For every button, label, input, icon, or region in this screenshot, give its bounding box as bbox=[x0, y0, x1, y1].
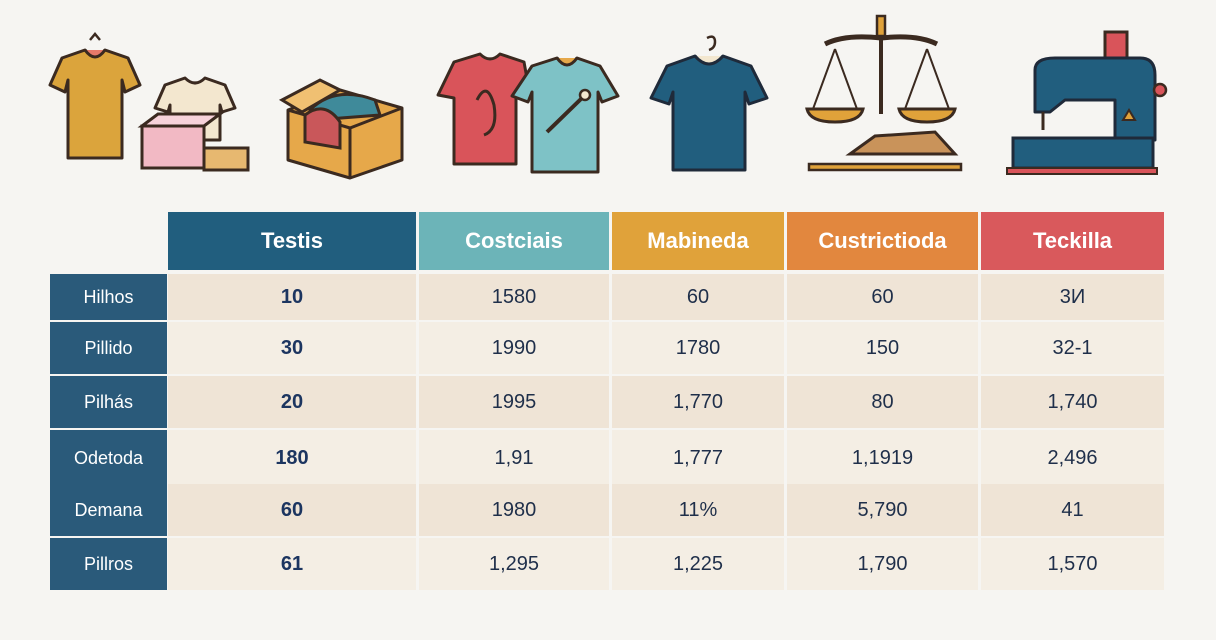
table-cell: 1,91 bbox=[419, 430, 609, 486]
table-cell: 2,496 bbox=[981, 430, 1164, 486]
table-cell: 1,225 bbox=[612, 538, 784, 590]
table-cell: 1,770 bbox=[612, 376, 784, 428]
row-label: Hilhos bbox=[50, 274, 167, 320]
table-cell: 1,1919 bbox=[787, 430, 978, 486]
table-cell: 1580 bbox=[419, 274, 609, 320]
tshirt-hanger-icon bbox=[645, 30, 775, 175]
table-cell: 1780 bbox=[612, 322, 784, 374]
table-cell: 60 bbox=[787, 274, 978, 320]
table-cell: 41 bbox=[981, 484, 1164, 536]
row-label: Pillido bbox=[50, 322, 167, 374]
table-cell: 1990 bbox=[419, 322, 609, 374]
open-box-icon bbox=[278, 70, 415, 185]
table-cell: 1980 bbox=[419, 484, 609, 536]
column-header: Teckilla bbox=[981, 212, 1164, 270]
tshirts-pair-icon bbox=[432, 40, 622, 175]
row-label: Odetoda bbox=[50, 430, 167, 486]
table-cell: 1,570 bbox=[981, 538, 1164, 590]
column-header: Costciais bbox=[419, 212, 609, 270]
table-cell: 30 bbox=[168, 322, 416, 374]
table-cell: 1,295 bbox=[419, 538, 609, 590]
row-label: Pilhás bbox=[50, 376, 167, 428]
column-header: Testis bbox=[168, 212, 416, 270]
table-cell: 11% bbox=[612, 484, 784, 536]
table-cell: 150 bbox=[787, 322, 978, 374]
table-cell: 60 bbox=[168, 484, 416, 536]
table-cell: 61 bbox=[168, 538, 416, 590]
column-header: Custrictioda bbox=[787, 212, 978, 270]
column-header: Mabineda bbox=[612, 212, 784, 270]
table-cell: 1,790 bbox=[787, 538, 978, 590]
table-cell: 180 bbox=[168, 430, 416, 486]
table-cell: 5,790 bbox=[787, 484, 978, 536]
sewing-machine-icon bbox=[1005, 30, 1170, 180]
table-cell: 80 bbox=[787, 376, 978, 428]
table-cell: 10 bbox=[168, 274, 416, 320]
table-cell: 20 bbox=[168, 376, 416, 428]
table-cell: 60 bbox=[612, 274, 784, 320]
table-cell: 32-1 bbox=[981, 322, 1164, 374]
row-label: Pillros bbox=[50, 538, 167, 590]
table-cell: 3И bbox=[981, 274, 1164, 320]
scales-icon bbox=[805, 14, 965, 179]
icon-strip bbox=[0, 0, 1216, 195]
table-cell: 1995 bbox=[419, 376, 609, 428]
shirts-icon bbox=[40, 30, 250, 175]
row-label: Demana bbox=[50, 484, 167, 536]
table-cell: 1,740 bbox=[981, 376, 1164, 428]
table-cell: 1,777 bbox=[612, 430, 784, 486]
